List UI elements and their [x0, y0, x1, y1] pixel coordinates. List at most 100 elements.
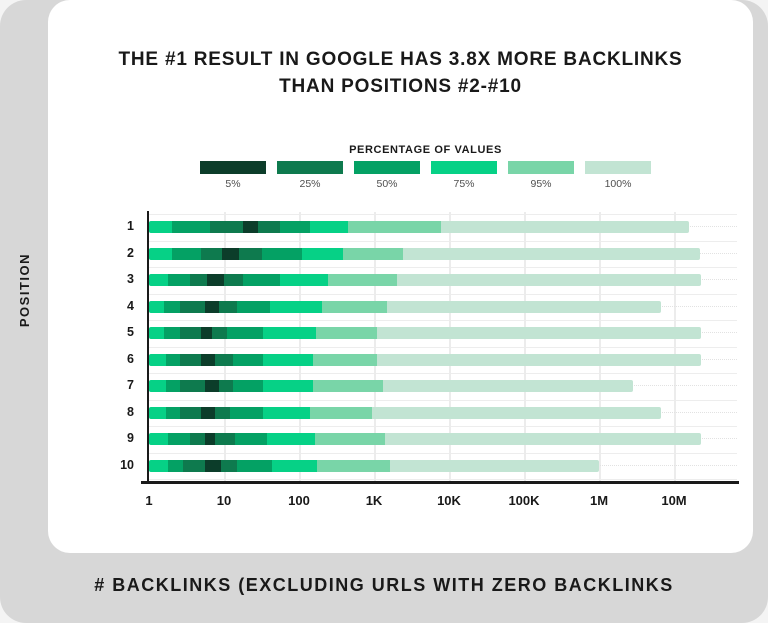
legend-items: 5% 25% 50% 75% 95% 100%	[200, 161, 651, 190]
bar-segment-50%	[166, 353, 181, 366]
y-tick-label: 8	[127, 404, 134, 419]
x-tick-label: 1M	[589, 493, 609, 508]
bar-segment-5%	[204, 459, 221, 472]
bar-segment-25%	[189, 274, 208, 287]
legend-label: 75%	[453, 178, 475, 190]
x-tick-label: 1K	[365, 493, 383, 508]
bar-segment-75%	[149, 327, 165, 340]
bar-segment-50%	[168, 459, 183, 472]
bar-segment-25%	[257, 221, 281, 234]
bar-segment-25%	[220, 459, 238, 472]
bar-segment-75%	[149, 221, 172, 234]
h-gridline	[149, 240, 737, 242]
bar-segment-5%	[222, 247, 240, 260]
bar-segment-5%	[201, 327, 213, 340]
y-tick-label: 7	[127, 378, 134, 393]
h-gridline	[149, 320, 737, 321]
bar-segment-100%	[382, 380, 633, 393]
x-tick-label: 1	[145, 493, 153, 508]
bar-segment-50%	[166, 380, 181, 393]
bar-segment-75%	[302, 247, 344, 260]
bar-segment-75%	[149, 433, 169, 446]
bar-segment-50%	[243, 274, 281, 287]
legend-item: 75%	[431, 161, 497, 190]
bar-segment-25%	[214, 353, 233, 366]
legend-swatch-100%	[585, 161, 651, 174]
bar-segment-50%	[166, 406, 181, 419]
legend-label: 95%	[530, 178, 552, 190]
bar-segment-25%	[214, 433, 235, 446]
v-gridline	[374, 212, 376, 481]
chart-title: THE #1 RESULT IN GOOGLE HAS 3.8X MORE BA…	[48, 46, 753, 100]
x-tick-label: 10M	[661, 493, 687, 508]
x-tick-label: 10	[216, 493, 232, 508]
bar-segment-50%	[234, 433, 268, 446]
bar-segment-75%	[262, 406, 310, 419]
y-tick-label: 5	[127, 325, 134, 340]
legend-swatch-50%	[354, 161, 420, 174]
bar-segment-50%	[232, 380, 263, 393]
bar-segment-95%	[313, 380, 383, 393]
bar-segment-25%	[180, 380, 205, 393]
chart-title-line2: THAN POSITIONS #2-#10	[279, 76, 522, 97]
bar-segment-75%	[149, 406, 167, 419]
bar-segment-25%	[201, 247, 223, 260]
legend-item: 5%	[200, 161, 266, 190]
y-tick-label: 4	[127, 298, 134, 313]
legend: PERCENTAGE OF VALUES 5% 25% 50% 75% 95% 100%	[200, 144, 651, 190]
bar-segment-100%	[387, 300, 662, 313]
y-tick-label: 2	[127, 245, 134, 260]
y-tick-label: 1	[127, 219, 134, 234]
v-gridline	[299, 212, 301, 481]
h-gridline	[149, 452, 737, 454]
bar-segment-5%	[243, 221, 258, 234]
bar-segment-25%	[189, 433, 205, 446]
bar-segment-100%	[384, 433, 702, 446]
bar-segment-25%	[180, 353, 202, 366]
bar-segment-25%	[224, 274, 244, 287]
bar-segment-5%	[207, 274, 224, 287]
legend-swatch-95%	[508, 161, 574, 174]
bar-segment-50%	[164, 327, 181, 340]
bar-segment-50%	[280, 221, 310, 234]
bar-segment-75%	[280, 274, 328, 287]
v-gridline	[224, 212, 226, 481]
bar-segment-25%	[180, 406, 202, 419]
x-axis-title: # BACKLINKS (EXCLUDING URLS WITH ZERO BA…	[94, 575, 674, 595]
h-gridline	[149, 426, 737, 427]
bar-segment-50%	[229, 406, 263, 419]
bar-segment-95%	[317, 459, 391, 472]
h-gridline	[149, 373, 737, 374]
bar-segment-75%	[262, 380, 314, 393]
bar-segment-100%	[377, 353, 702, 366]
v-gridline	[674, 212, 676, 481]
bar-segment-100%	[372, 406, 662, 419]
bar-segment-75%	[149, 353, 167, 366]
bar-segment-75%	[269, 300, 322, 313]
bar-segment-100%	[396, 274, 702, 287]
bar-segment-75%	[309, 221, 348, 234]
y-tick-label: 9	[127, 431, 134, 446]
y-tick-label: 6	[127, 351, 134, 366]
bar-segment-25%	[239, 247, 262, 260]
bar-segment-75%	[262, 327, 317, 340]
legend-swatch-5%	[200, 161, 266, 174]
bar-segment-25%	[182, 459, 205, 472]
legend-item: 50%	[354, 161, 420, 190]
bar-segment-95%	[313, 353, 378, 366]
bar-segment-95%	[347, 221, 441, 234]
bar-segment-95%	[309, 406, 373, 419]
y-axis-line	[146, 211, 149, 484]
bar-segment-100%	[390, 459, 599, 472]
legend-label: 25%	[299, 178, 321, 190]
legend-item: 100%	[585, 161, 651, 190]
bar-segment-50%	[237, 300, 270, 313]
bar-segment-75%	[149, 274, 169, 287]
bar-segment-95%	[343, 247, 403, 260]
h-gridline	[149, 479, 737, 480]
legend-swatch-25%	[277, 161, 343, 174]
bar-segment-50%	[168, 433, 190, 446]
bar-segment-5%	[204, 300, 219, 313]
bar-segment-100%	[377, 327, 702, 340]
bar-segment-75%	[149, 380, 167, 393]
